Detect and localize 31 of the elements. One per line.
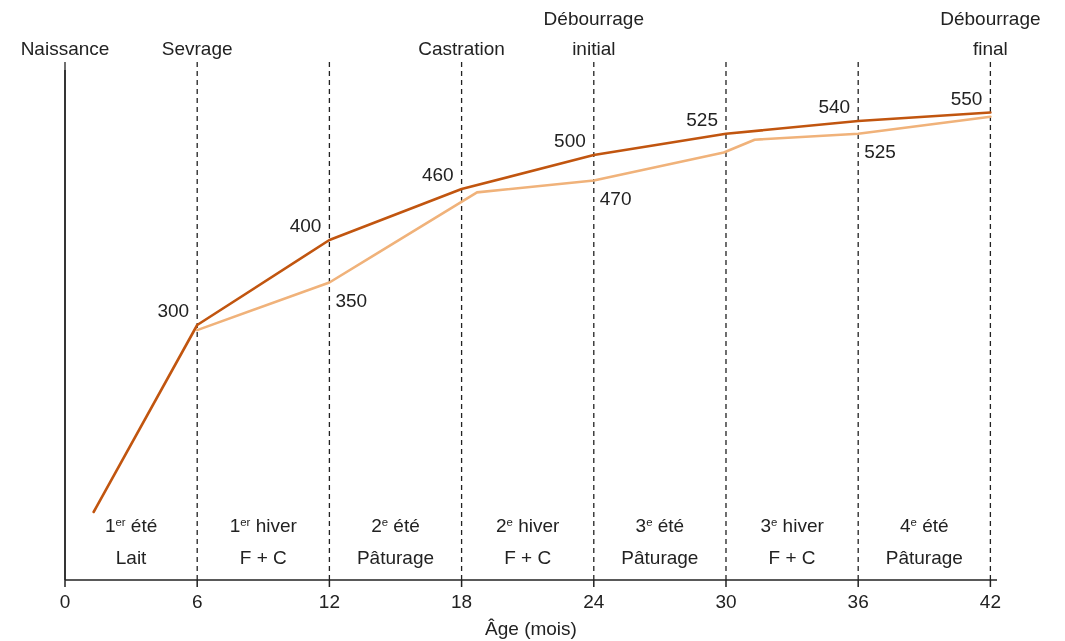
x-tick-label: 42: [979, 591, 1001, 612]
x-tick-label: 0: [59, 591, 71, 612]
x-tick-label: 24: [583, 591, 605, 612]
data-label: 350: [335, 289, 368, 311]
x-axis-title: Âge (mois): [485, 618, 577, 639]
data-label: 525: [864, 140, 896, 162]
annotation: 1$^{er}$ hiver F + C: [229, 515, 298, 568]
data-label: 500: [554, 130, 586, 151]
annotation: 3$^{e}$ hiver F + C: [760, 515, 825, 568]
data-label: 525: [686, 108, 718, 130]
x-tick-label: 30: [715, 591, 737, 612]
annotation: 4$^{e}$ été Pâturage: [885, 515, 963, 568]
annotation: 2$^{e}$ été Pâturage: [356, 515, 435, 568]
ref-line-label: Castration: [418, 38, 505, 59]
annotation: 2$^{e}$ hiver F + C: [496, 515, 561, 568]
data-label: 400: [289, 215, 322, 236]
annotation: 1$^{er}$ été Lait: [104, 515, 158, 568]
x-tick-label: 12: [318, 591, 340, 612]
annotation: 3$^{e}$ été Pâturage: [621, 515, 699, 568]
ref-line-label: Sevrage: [161, 38, 233, 59]
data-label: 460: [421, 164, 454, 185]
x-tick-label: 18: [451, 591, 473, 612]
data-label: 550: [950, 87, 983, 109]
data-label: 540: [818, 96, 851, 117]
ref-line-label: Débourrage initial: [543, 8, 644, 59]
data-label: 470: [599, 187, 632, 209]
ref-line-label: Naissance: [20, 38, 110, 59]
x-tick-label: 6: [191, 591, 203, 612]
data-label: 300: [157, 300, 190, 321]
ref-line-label: Débourrage final: [940, 8, 1041, 59]
x-tick-label: 36: [847, 591, 869, 612]
